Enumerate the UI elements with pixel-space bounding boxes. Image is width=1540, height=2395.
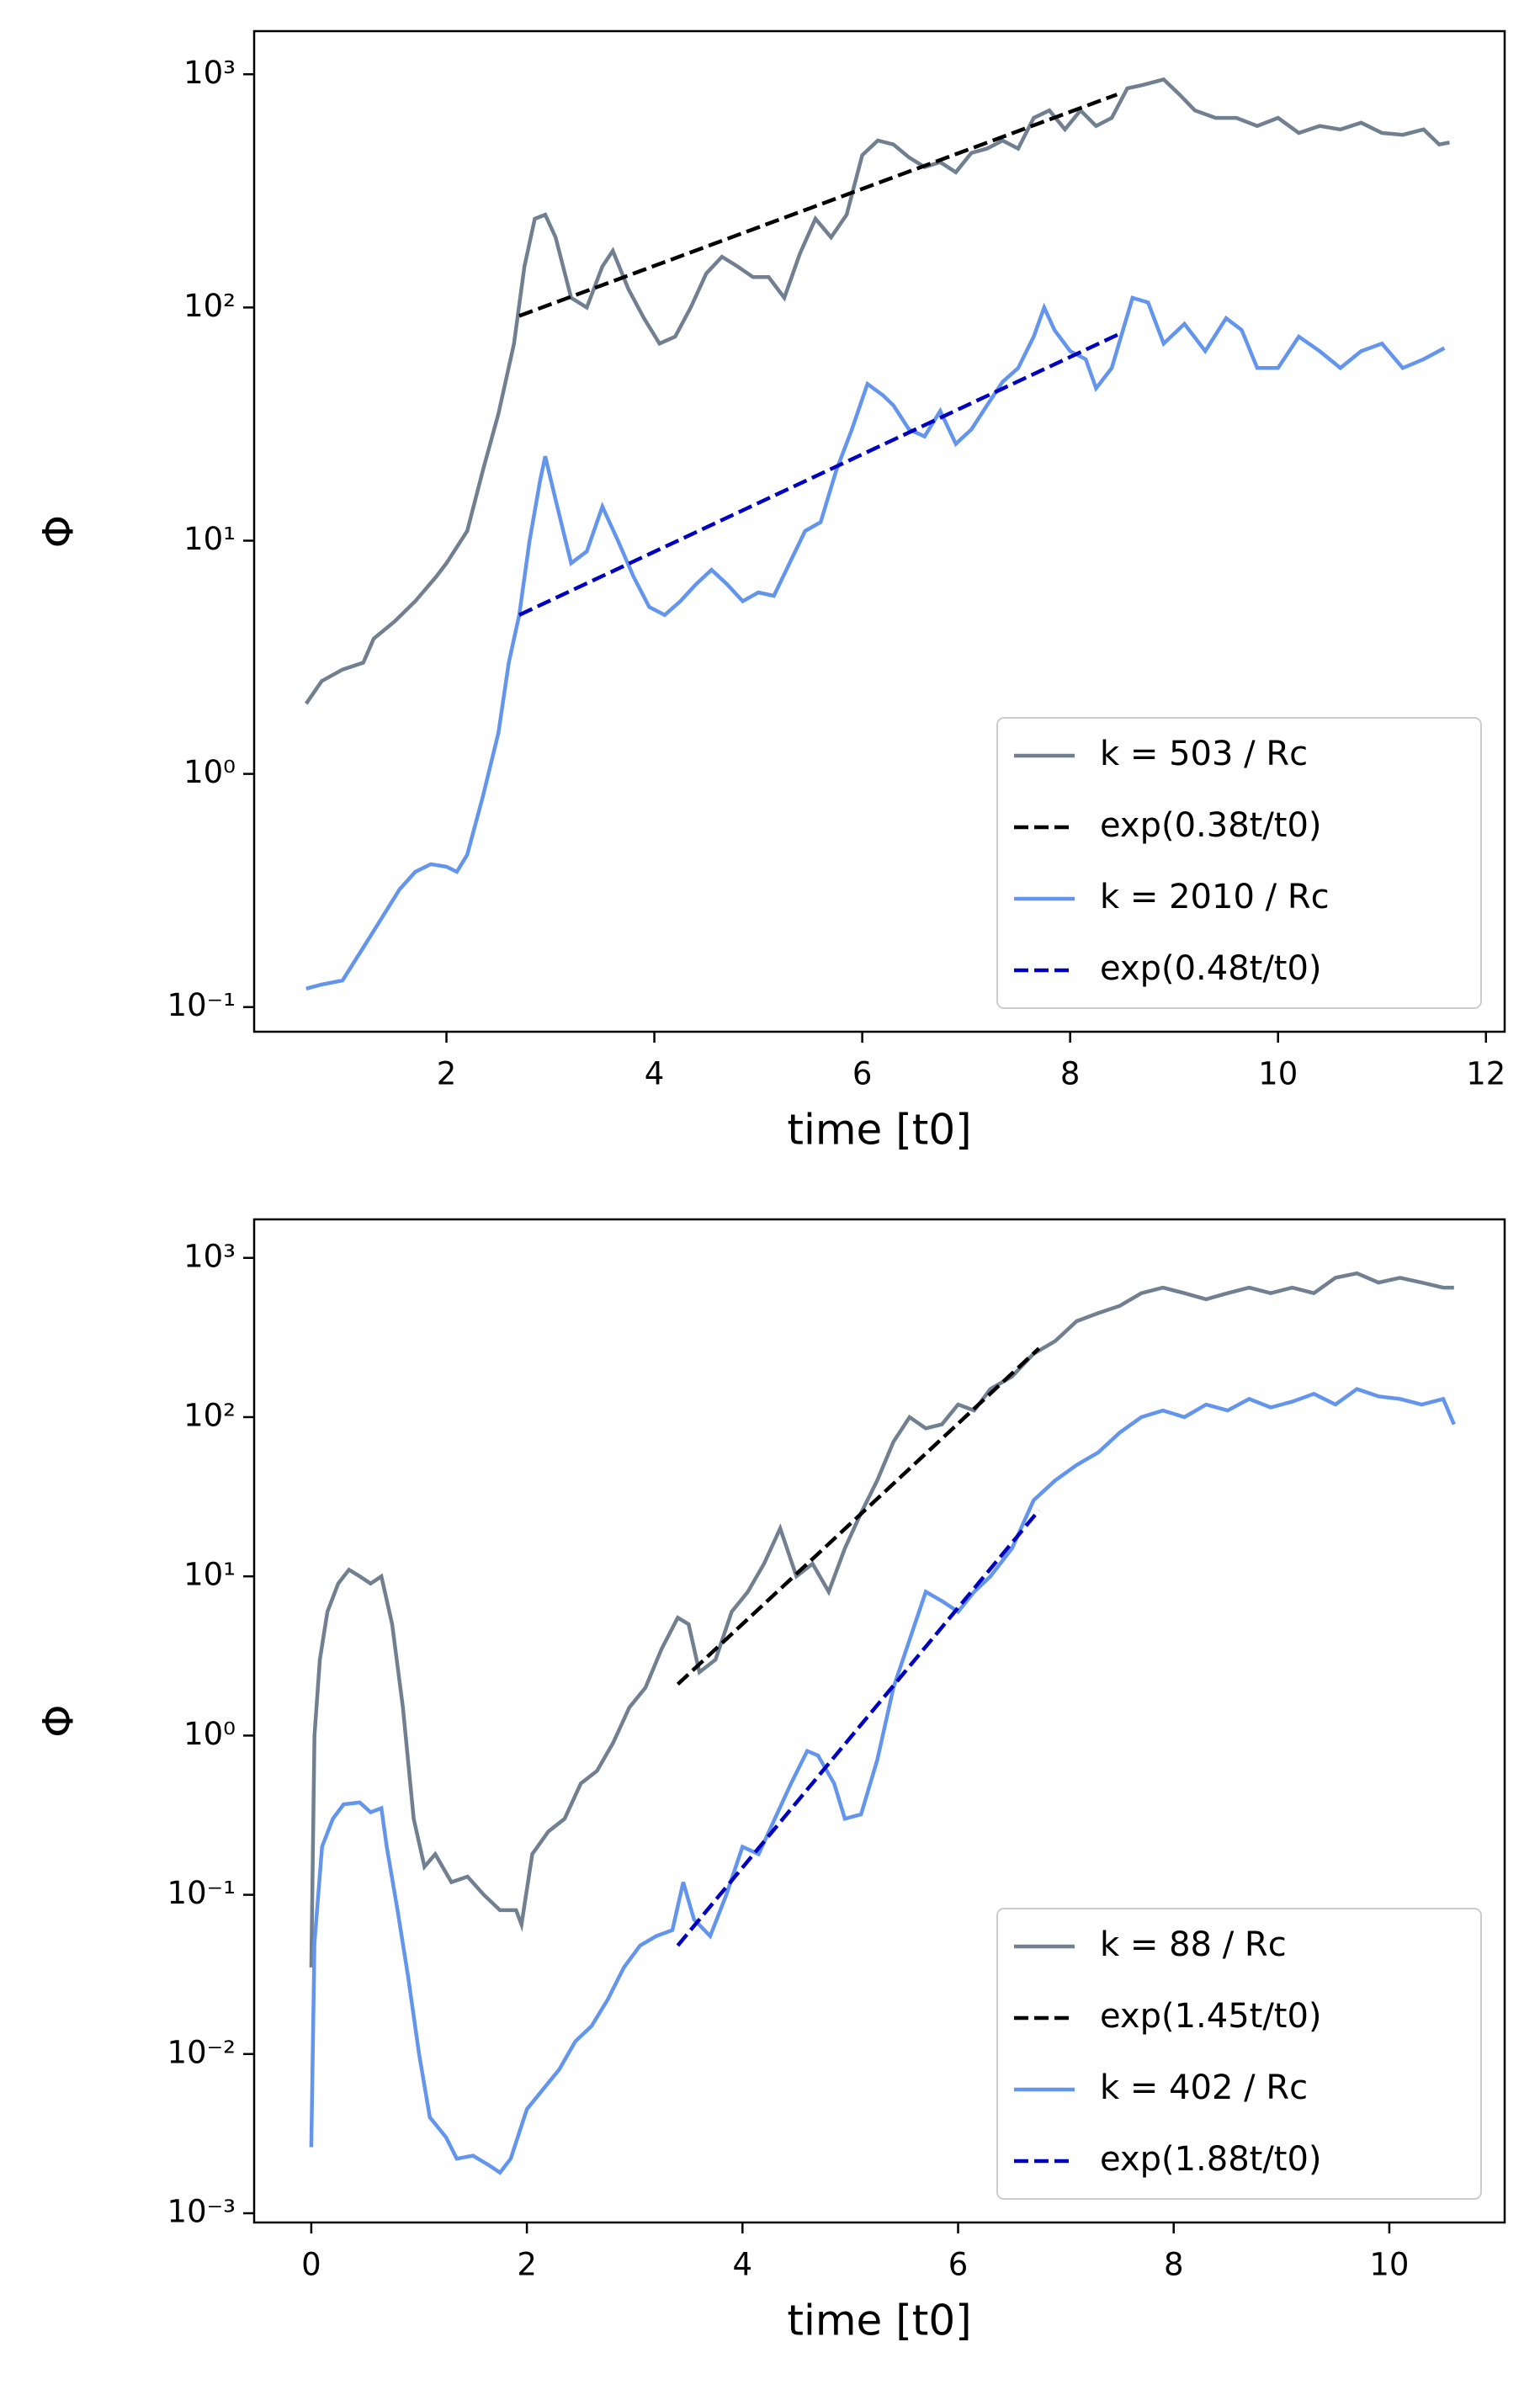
x-tick-label: 0 xyxy=(301,2247,321,2283)
legend-label: exp(0.48t/t0) xyxy=(1100,949,1322,988)
series-line xyxy=(676,1346,1041,1686)
legend-label: k = 88 / Rc xyxy=(1100,1925,1287,1964)
x-tick-label: 10 xyxy=(1369,2247,1409,2283)
y-tick-label: 10² xyxy=(183,1397,236,1433)
y-tick-label: 10¹ xyxy=(183,521,236,557)
y-tick-label: 10² xyxy=(183,288,236,324)
x-tick-label: 4 xyxy=(733,2247,753,2283)
series-line xyxy=(518,93,1118,318)
legend-label: k = 402 / Rc xyxy=(1100,2068,1308,2107)
legend-label: k = 503 / Rc xyxy=(1100,735,1308,773)
x-tick-label: 8 xyxy=(1060,1056,1081,1092)
x-axis-label: time [t0] xyxy=(787,1106,971,1155)
x-axis-label: time [t0] xyxy=(787,2297,971,2345)
legend-label: exp(1.45t/t0) xyxy=(1100,1997,1322,2036)
legend-label: exp(0.38t/t0) xyxy=(1100,806,1322,845)
x-tick-label: 4 xyxy=(645,1056,665,1092)
x-tick-label: 12 xyxy=(1466,1056,1505,1092)
legend-label: exp(1.88t/t0) xyxy=(1100,2140,1322,2179)
chart: 0 2 4 6 8 10 10⁻³ 10⁻² 10⁻¹ 10⁰ 10¹ 10² 10³ time [t0]… xyxy=(35,1218,1506,2345)
legend-box xyxy=(996,1908,1482,2200)
x-tick-label: 2 xyxy=(437,1056,457,1092)
series-line xyxy=(676,1509,1041,1947)
legend-box xyxy=(996,717,1482,1009)
x-tick-label: 6 xyxy=(852,1056,873,1092)
series-line xyxy=(309,1271,1454,1968)
y-axis-label: Φ xyxy=(35,1704,83,1737)
y-tick-label: 10⁻¹ xyxy=(167,1875,236,1911)
chart: 2 4 6 8 10 12 10⁻¹ 10⁰ 10¹ 10² 10³ time [t0] Φk = 50… xyxy=(35,29,1505,1155)
y-tick-label: 10⁻² xyxy=(167,2034,236,2070)
y-tick-label: 10⁻¹ xyxy=(167,987,236,1023)
series-line xyxy=(309,1387,1456,2175)
x-tick-label: 6 xyxy=(948,2247,969,2283)
series-line xyxy=(518,331,1123,617)
x-tick-label: 2 xyxy=(517,2247,537,2283)
y-tick-label: 10³ xyxy=(183,55,236,91)
y-tick-label: 10⁰ xyxy=(183,1716,236,1752)
y-axis-label: Φ xyxy=(35,515,83,548)
y-tick-label: 10³ xyxy=(183,1238,236,1274)
y-tick-label: 10⁻³ xyxy=(167,2194,236,2230)
legend-label: k = 2010 / Rc xyxy=(1100,878,1330,916)
series-line xyxy=(304,77,1450,705)
y-tick-label: 10¹ xyxy=(183,1557,236,1593)
x-tick-label: 10 xyxy=(1258,1056,1298,1092)
series-line xyxy=(305,295,1446,990)
x-tick-label: 8 xyxy=(1164,2247,1184,2283)
y-tick-label: 10⁰ xyxy=(183,754,236,790)
